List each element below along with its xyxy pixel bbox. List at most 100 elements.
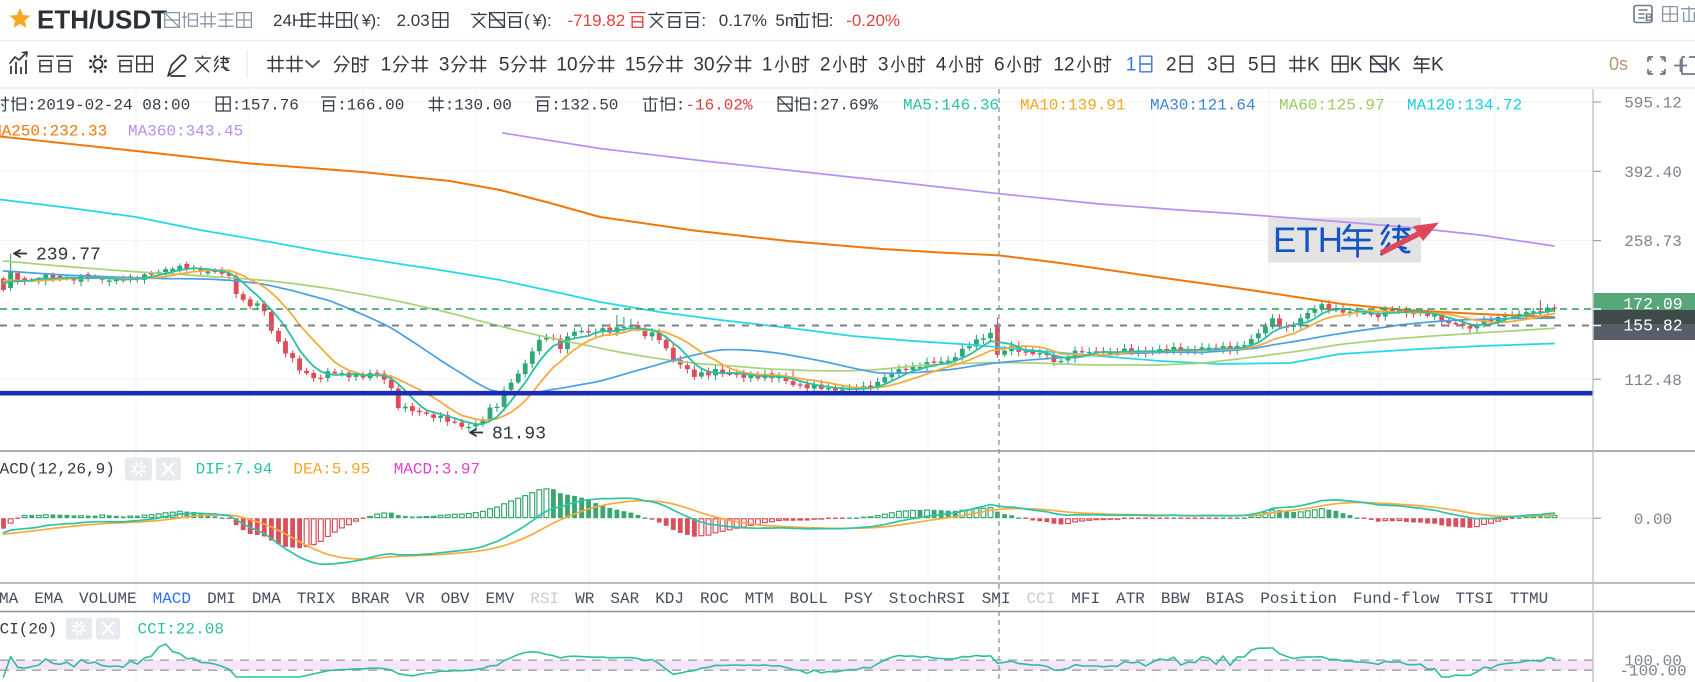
svg-text:24H: 24H (273, 11, 304, 30)
svg-text:DEA:5.95: DEA:5.95 (293, 461, 370, 479)
svg-text:1: 1 (1053, 55, 1064, 76)
svg-text:5: 5 (636, 55, 647, 76)
svg-text:MTM: MTM (745, 590, 774, 608)
svg-text:1: 1 (556, 55, 567, 76)
svg-text:TRIX: TRIX (297, 590, 336, 608)
svg-text::: : (27, 97, 37, 115)
svg-text:595.12: 595.12 (1624, 95, 1682, 113)
svg-text:Position: Position (1260, 590, 1337, 608)
svg-text:CCI: CCI (1027, 590, 1056, 608)
svg-text:BIAS: BIAS (1206, 590, 1244, 608)
svg-text::: : (337, 97, 347, 115)
svg-text:157.76: 157.76 (241, 97, 299, 115)
svg-text:172.09: 172.09 (1623, 295, 1682, 314)
svg-text:27.69%: 27.69% (820, 97, 878, 115)
svg-text:CCI:22.08: CCI:22.08 (138, 621, 224, 639)
svg-text:):: ): (541, 11, 551, 30)
svg-text:4: 4 (936, 55, 947, 76)
svg-text:BRAR: BRAR (351, 590, 390, 608)
svg-text:):: ): (371, 11, 381, 30)
svg-text:MA120:134.72: MA120:134.72 (1407, 97, 1522, 115)
svg-text:5m: 5m (775, 11, 799, 30)
svg-text:BOLL: BOLL (790, 590, 828, 608)
svg-text:B: B (1645, 12, 1653, 24)
svg-text:TTMU: TTMU (1510, 590, 1548, 608)
svg-text:TTSI: TTSI (1455, 590, 1493, 608)
svg-text:ETH: ETH (1273, 221, 1343, 260)
svg-text:-16.02%: -16.02% (685, 97, 753, 115)
svg-text:0.00: 0.00 (1634, 511, 1672, 529)
svg-text:Fund-flow: Fund-flow (1353, 590, 1440, 608)
svg-text:ROC: ROC (700, 590, 729, 608)
svg-text:OBV: OBV (441, 590, 470, 608)
svg-text:1: 1 (381, 55, 392, 76)
svg-text:100.00: 100.00 (1624, 652, 1682, 670)
svg-text:130.00: 130.00 (454, 97, 512, 115)
svg-text:MA250:232.33: MA250:232.33 (0, 123, 107, 141)
svg-text::: : (829, 11, 834, 30)
svg-text:MA: MA (0, 590, 19, 608)
svg-text:ATR: ATR (1116, 590, 1145, 608)
svg-text:1: 1 (625, 55, 636, 76)
svg-text:K: K (1388, 55, 1401, 76)
svg-text:5: 5 (499, 55, 510, 76)
svg-text:3: 3 (439, 55, 450, 76)
svg-text:MACD(12,26,9): MACD(12,26,9) (0, 461, 115, 479)
svg-text::: : (676, 97, 686, 115)
svg-text:K: K (1431, 55, 1444, 76)
svg-text:BBW: BBW (1161, 590, 1190, 608)
svg-text:166.00: 166.00 (347, 97, 405, 115)
svg-text:RSI: RSI (530, 590, 559, 608)
svg-text:132.50: 132.50 (561, 97, 619, 115)
svg-text:MFI: MFI (1071, 590, 1100, 608)
svg-text:EMA: EMA (34, 590, 63, 608)
svg-text:2: 2 (1166, 55, 1177, 76)
svg-text:DMI: DMI (207, 590, 236, 608)
svg-text:WR: WR (575, 590, 595, 608)
svg-text:¥: ¥ (361, 11, 372, 30)
svg-text:EMV: EMV (486, 590, 515, 608)
svg-text::: : (811, 97, 821, 115)
svg-text:1: 1 (1126, 55, 1137, 76)
svg-text:2019-02-24 08:00: 2019-02-24 08:00 (37, 97, 191, 115)
svg-text:MA30:121.64: MA30:121.64 (1150, 97, 1256, 115)
svg-text:ETH/USDT: ETH/USDT (37, 5, 167, 35)
svg-text:(: ( (353, 11, 359, 30)
svg-text:PSY: PSY (844, 590, 873, 608)
svg-text:3: 3 (878, 55, 889, 76)
svg-text::: : (232, 97, 242, 115)
svg-text:5: 5 (1248, 55, 1259, 76)
svg-text::: : (551, 97, 561, 115)
svg-text:DMA: DMA (252, 590, 281, 608)
svg-text:K: K (1307, 55, 1320, 76)
svg-text:StochRSI: StochRSI (889, 590, 966, 608)
svg-text:-100.00: -100.00 (1619, 662, 1686, 680)
svg-text:MACD: MACD (153, 590, 191, 608)
svg-text:392.40: 392.40 (1624, 164, 1682, 182)
svg-text:0: 0 (567, 55, 578, 76)
svg-text:(: ( (524, 11, 530, 30)
svg-text:0.17%: 0.17% (719, 11, 767, 30)
svg-text:155.82: 155.82 (1623, 317, 1682, 336)
svg-text:MA60:125.97: MA60:125.97 (1279, 97, 1385, 115)
svg-text:239.77: 239.77 (36, 246, 101, 266)
svg-text:¥: ¥ (532, 11, 543, 30)
svg-text:258.73: 258.73 (1624, 233, 1682, 251)
svg-text:2: 2 (820, 55, 831, 76)
svg-text:MA10:139.91: MA10:139.91 (1020, 97, 1126, 115)
svg-text:3: 3 (1207, 55, 1218, 76)
svg-text:K: K (1350, 55, 1363, 76)
svg-text:VR: VR (406, 590, 426, 608)
svg-text:MA360:343.45: MA360:343.45 (128, 123, 243, 141)
svg-text:VOLUME: VOLUME (79, 590, 137, 608)
svg-text:112.48: 112.48 (1624, 372, 1682, 390)
svg-text:0: 0 (704, 55, 715, 76)
svg-text:SMI: SMI (982, 590, 1011, 608)
svg-text:-719.82: -719.82 (568, 11, 626, 30)
svg-text:3: 3 (693, 55, 704, 76)
svg-text:2.03: 2.03 (397, 11, 430, 30)
svg-text:-0.20%: -0.20% (846, 11, 900, 30)
svg-text::: : (445, 97, 455, 115)
svg-text:1: 1 (762, 55, 773, 76)
svg-text:CCI(20): CCI(20) (0, 621, 57, 639)
